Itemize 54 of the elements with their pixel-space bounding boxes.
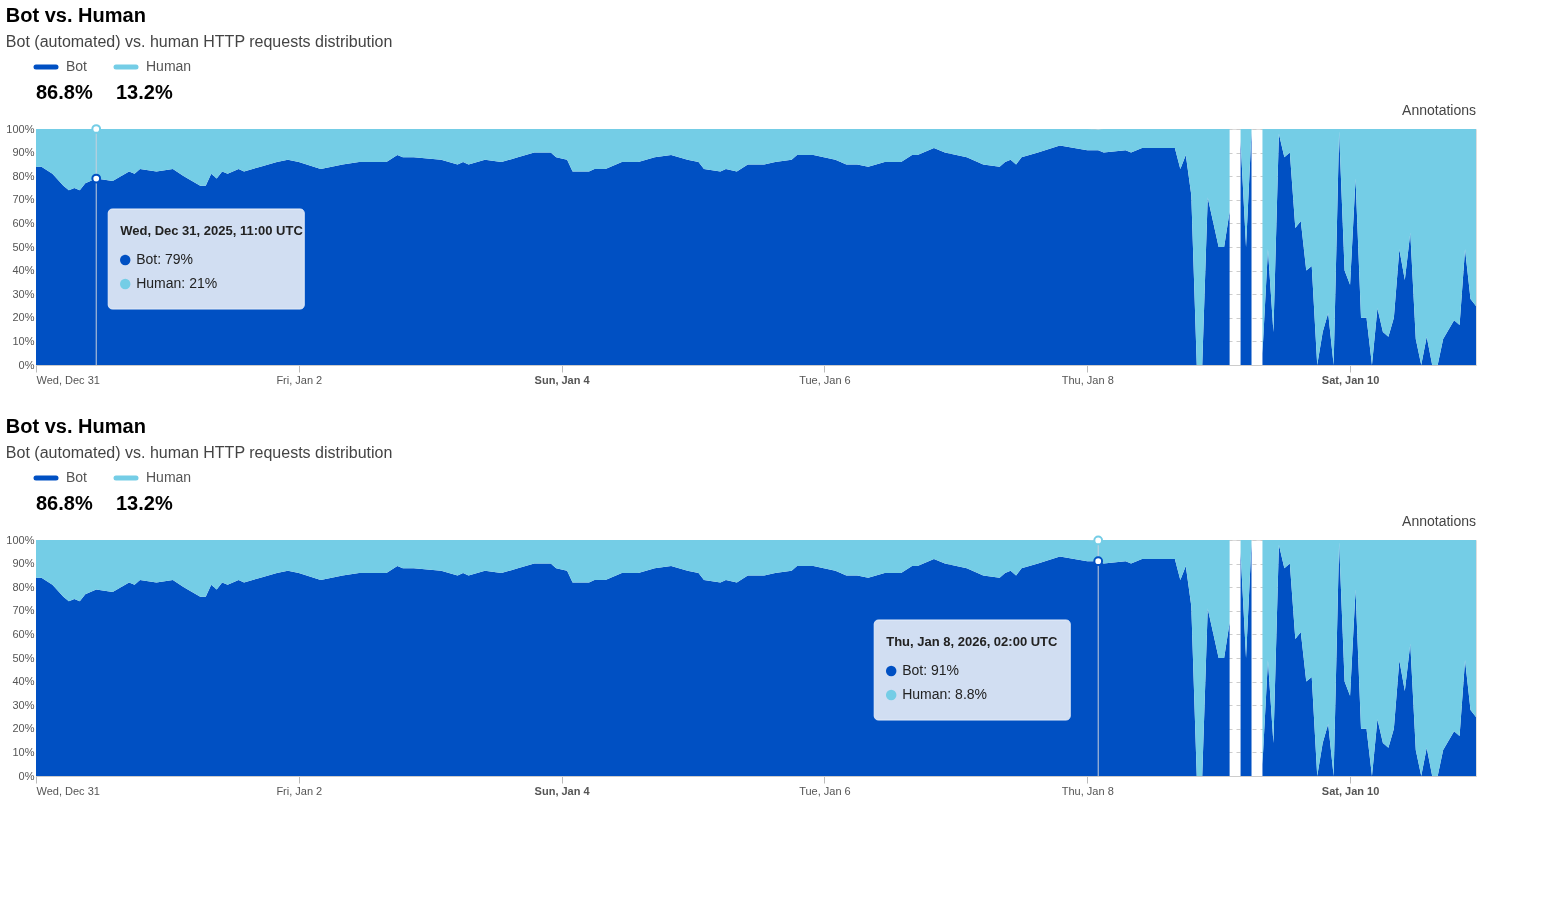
y-tick-label: 40% bbox=[12, 264, 35, 277]
y-tick-label: 80% bbox=[12, 580, 35, 593]
text: 13.2% bbox=[116, 81, 173, 103]
text: Annotations bbox=[1402, 513, 1476, 529]
annotation: Bot: 91% bbox=[902, 662, 960, 678]
text: 86.8% bbox=[36, 492, 93, 514]
chart-title: Bot vs. Human bbox=[5, 415, 146, 437]
x-tick-label: Sun, Jan 4 bbox=[534, 373, 591, 386]
x-tick-label: Sat, Jan 10 bbox=[1321, 373, 1380, 386]
y-tick-label: 100% bbox=[6, 122, 35, 135]
y-tick-label: 10% bbox=[12, 334, 35, 347]
y-tick-label: 20% bbox=[12, 722, 35, 735]
y-tick-label: 90% bbox=[12, 557, 35, 570]
legend-label: Bot bbox=[66, 469, 88, 485]
annotation: Wed, Dec 31, 2025, 11:00 UTC bbox=[120, 223, 304, 238]
legend-label: Human bbox=[146, 469, 192, 485]
x-tick-label: Fri, Jan 2 bbox=[276, 373, 323, 386]
x-tick-label: Wed, Dec 31 bbox=[36, 784, 100, 797]
y-tick-label: 30% bbox=[12, 698, 35, 711]
y-tick-label: 50% bbox=[12, 240, 35, 253]
y-tick-label: 30% bbox=[12, 287, 35, 300]
annotation: Human: 21% bbox=[136, 275, 218, 291]
chart-subtitle: Bot (automated) vs. human HTTP requests distribution bbox=[5, 33, 393, 50]
x-tick-label: Tue, Jan 6 bbox=[799, 373, 851, 386]
text: Annotations bbox=[1402, 102, 1476, 118]
y-tick-label: 60% bbox=[12, 627, 35, 640]
y-tick-label: 0% bbox=[18, 358, 35, 371]
x-tick-label: Wed, Dec 31 bbox=[36, 373, 100, 386]
annotation: Thu, Jan 8, 2026, 02:00 UTC bbox=[886, 634, 1059, 649]
legend-label: Bot bbox=[66, 58, 88, 74]
y-tick-label: 10% bbox=[12, 745, 35, 758]
chart-subtitle: Bot (automated) vs. human HTTP requests distribution bbox=[5, 444, 393, 461]
legend-label: Human bbox=[146, 58, 192, 74]
text: 86.8% bbox=[36, 81, 93, 103]
x-tick-label: Thu, Jan 8 bbox=[1061, 784, 1114, 797]
x-tick-label: Fri, Jan 2 bbox=[276, 784, 323, 797]
y-tick-label: 20% bbox=[12, 311, 35, 324]
x-tick-label: Thu, Jan 8 bbox=[1061, 373, 1114, 386]
text: 13.2% bbox=[116, 492, 173, 514]
x-tick-label: Sat, Jan 10 bbox=[1321, 784, 1380, 797]
y-tick-label: 70% bbox=[12, 604, 35, 617]
y-tick-label: 90% bbox=[12, 146, 35, 159]
y-tick-label: 100% bbox=[6, 533, 35, 546]
y-tick-label: 70% bbox=[12, 193, 35, 206]
y-tick-label: 40% bbox=[12, 675, 35, 688]
y-tick-label: 60% bbox=[12, 216, 35, 229]
annotation: Human: 8.8% bbox=[902, 686, 988, 702]
x-tick-label: Sun, Jan 4 bbox=[534, 784, 591, 797]
y-tick-label: 50% bbox=[12, 651, 35, 664]
annotation: Bot: 79% bbox=[136, 251, 194, 267]
y-tick-label: 80% bbox=[12, 169, 35, 182]
chart-title: Bot vs. Human bbox=[5, 4, 146, 26]
x-tick-label: Tue, Jan 6 bbox=[799, 784, 851, 797]
y-tick-label: 0% bbox=[18, 769, 35, 782]
